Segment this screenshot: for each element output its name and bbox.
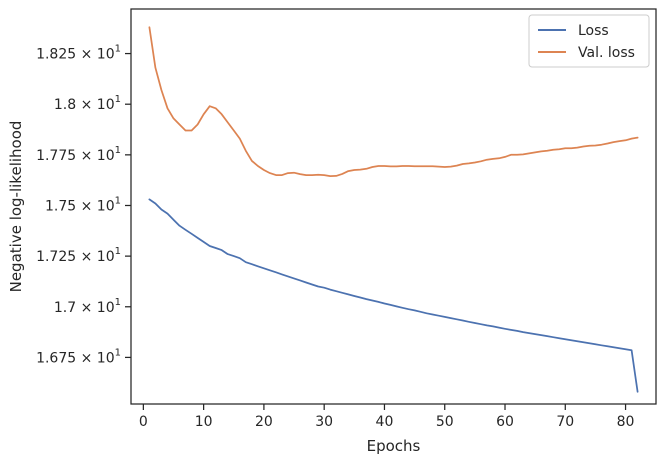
y-axis-title: Negative log-likelihood xyxy=(7,121,25,293)
y-tick-label: 1.675 × 101 xyxy=(36,347,121,366)
x-tick-label: 10 xyxy=(195,414,213,430)
tick-layer: 0 10 20 30 40 50 60 70 80 1.675 × 101 1.7 × 101 1.7… xyxy=(36,44,634,430)
y-tick-label: 1.8 × 101 xyxy=(54,94,121,113)
series-layer xyxy=(148,26,639,393)
legend-label: Loss xyxy=(578,23,609,39)
x-tick-label: 30 xyxy=(315,414,333,430)
series-line-loss xyxy=(148,198,639,393)
x-tick-label: 40 xyxy=(376,414,394,430)
y-tick-label: 1.825 × 101 xyxy=(36,44,121,63)
y-tick-label: 1.775 × 101 xyxy=(36,145,121,164)
y-tick-label: 1.75 × 101 xyxy=(45,195,121,214)
series-line-val-loss xyxy=(148,26,639,177)
legend-box xyxy=(528,14,650,68)
x-tick-label: 20 xyxy=(255,414,273,430)
x-axis-title: Epochs xyxy=(367,437,421,455)
x-tick-label: 70 xyxy=(556,414,574,430)
y-tick-label: 1.725 × 101 xyxy=(36,246,121,265)
legend: Loss Val. loss xyxy=(528,14,650,68)
x-tick-label: 50 xyxy=(436,414,454,430)
x-tick-label: 0 xyxy=(139,414,148,430)
y-tick-label: 1.7 × 101 xyxy=(54,297,121,316)
legend-label: Val. loss xyxy=(578,45,635,61)
plot-frame xyxy=(130,8,657,405)
x-tick-label: 60 xyxy=(496,414,514,430)
x-tick-label: 80 xyxy=(617,414,635,430)
